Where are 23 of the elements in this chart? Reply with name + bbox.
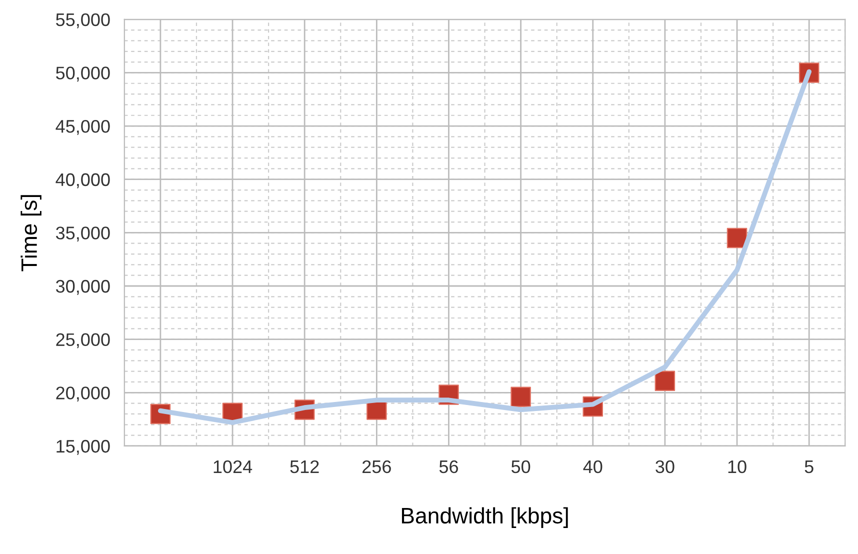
x-tick-label: 56 <box>439 460 458 474</box>
x-tick-label: 512 <box>290 460 319 474</box>
y-tick-label: 55,000 <box>56 13 110 28</box>
y-tick-label: 30,000 <box>56 280 110 295</box>
y-tick-label: 25,000 <box>56 333 110 348</box>
x-tick-label: 30 <box>656 460 674 474</box>
y-tick-label: 35,000 <box>56 226 110 242</box>
x-tick-label: 40 <box>583 460 602 474</box>
x-tick-label: 5 <box>804 460 814 474</box>
y-tick-label: 15,000 <box>56 440 110 455</box>
point <box>510 386 531 408</box>
x-tick-label: 10 <box>728 460 746 474</box>
point <box>726 228 748 248</box>
y-tick-label: 45,000 <box>56 120 110 135</box>
y-tick-label: 50,000 <box>56 66 110 82</box>
x-tick-label: 50 <box>511 460 530 474</box>
y-axis-title: Time [s] <box>20 195 42 272</box>
point <box>654 370 676 392</box>
x-tick-label: 256 <box>362 460 391 474</box>
x-tick-label: 1024 <box>214 460 252 474</box>
y-tick-label: 40,000 <box>56 173 110 188</box>
y-tick-label: 20,000 <box>56 386 110 402</box>
x-axis-title: Bandwidth [kbps] <box>402 507 568 528</box>
